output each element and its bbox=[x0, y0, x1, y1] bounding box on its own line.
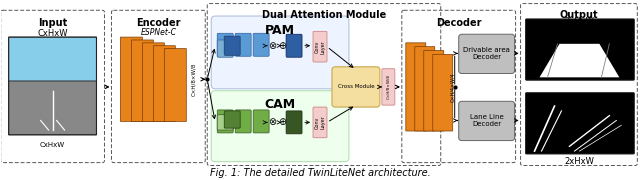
Text: Dual Attention Module: Dual Attention Module bbox=[262, 10, 386, 20]
FancyBboxPatch shape bbox=[235, 33, 251, 56]
Text: Conv
Layer: Conv Layer bbox=[315, 116, 325, 129]
Text: ESPNet-C: ESPNet-C bbox=[140, 28, 177, 37]
FancyBboxPatch shape bbox=[459, 101, 515, 141]
Text: CxHxW: CxHxW bbox=[40, 143, 65, 148]
FancyBboxPatch shape bbox=[9, 81, 97, 135]
FancyBboxPatch shape bbox=[224, 36, 240, 55]
Text: 2xHxW: 2xHxW bbox=[564, 17, 595, 26]
Text: ⊗: ⊗ bbox=[268, 41, 276, 51]
FancyBboxPatch shape bbox=[424, 51, 444, 131]
FancyBboxPatch shape bbox=[286, 34, 302, 57]
Text: Lane Line
Decoder: Lane Line Decoder bbox=[470, 114, 504, 127]
FancyBboxPatch shape bbox=[211, 91, 349, 162]
Text: Input: Input bbox=[38, 18, 67, 28]
FancyBboxPatch shape bbox=[459, 34, 515, 73]
FancyBboxPatch shape bbox=[217, 115, 233, 130]
Text: Fig. 1: The detailed TwinLiteNet architecture.: Fig. 1: The detailed TwinLiteNet archite… bbox=[210, 168, 430, 178]
FancyBboxPatch shape bbox=[164, 49, 186, 122]
Text: Conv
Layer: Conv Layer bbox=[315, 40, 325, 54]
FancyBboxPatch shape bbox=[235, 110, 251, 133]
FancyBboxPatch shape bbox=[142, 43, 164, 122]
Text: ⊗: ⊗ bbox=[268, 117, 276, 127]
FancyBboxPatch shape bbox=[406, 43, 426, 131]
Text: Cross Module: Cross Module bbox=[338, 84, 374, 89]
Polygon shape bbox=[540, 44, 620, 77]
Text: C×H/8×W/8: C×H/8×W/8 bbox=[191, 63, 196, 96]
FancyBboxPatch shape bbox=[332, 67, 380, 107]
FancyBboxPatch shape bbox=[224, 111, 240, 128]
FancyBboxPatch shape bbox=[211, 16, 349, 89]
Text: ⊕: ⊕ bbox=[278, 117, 286, 127]
FancyBboxPatch shape bbox=[415, 47, 435, 131]
FancyBboxPatch shape bbox=[286, 111, 302, 134]
Text: C×H/8×W/8: C×H/8×W/8 bbox=[387, 74, 390, 99]
Text: CxHxW: CxHxW bbox=[37, 30, 68, 39]
Text: ⊕: ⊕ bbox=[278, 41, 286, 51]
Text: 2xHxW: 2xHxW bbox=[564, 157, 595, 166]
FancyBboxPatch shape bbox=[433, 54, 452, 131]
FancyBboxPatch shape bbox=[120, 37, 142, 122]
FancyBboxPatch shape bbox=[525, 19, 634, 80]
FancyBboxPatch shape bbox=[313, 31, 327, 62]
FancyBboxPatch shape bbox=[154, 46, 175, 122]
Text: C×H/4×W/4: C×H/4×W/4 bbox=[450, 72, 455, 102]
Text: Decoder: Decoder bbox=[436, 18, 481, 28]
FancyBboxPatch shape bbox=[217, 33, 233, 56]
FancyBboxPatch shape bbox=[131, 40, 154, 122]
Text: Output: Output bbox=[559, 10, 598, 20]
FancyBboxPatch shape bbox=[217, 40, 233, 57]
Text: CAM: CAM bbox=[264, 98, 296, 111]
FancyBboxPatch shape bbox=[313, 107, 327, 138]
Text: Drivable area
Decoder: Drivable area Decoder bbox=[463, 47, 510, 60]
FancyBboxPatch shape bbox=[253, 33, 269, 56]
FancyBboxPatch shape bbox=[217, 110, 233, 133]
Text: Encoder: Encoder bbox=[136, 18, 180, 28]
FancyBboxPatch shape bbox=[253, 110, 269, 133]
FancyBboxPatch shape bbox=[525, 93, 634, 154]
Text: PAM: PAM bbox=[265, 24, 295, 37]
FancyBboxPatch shape bbox=[9, 37, 97, 81]
FancyBboxPatch shape bbox=[382, 69, 395, 105]
